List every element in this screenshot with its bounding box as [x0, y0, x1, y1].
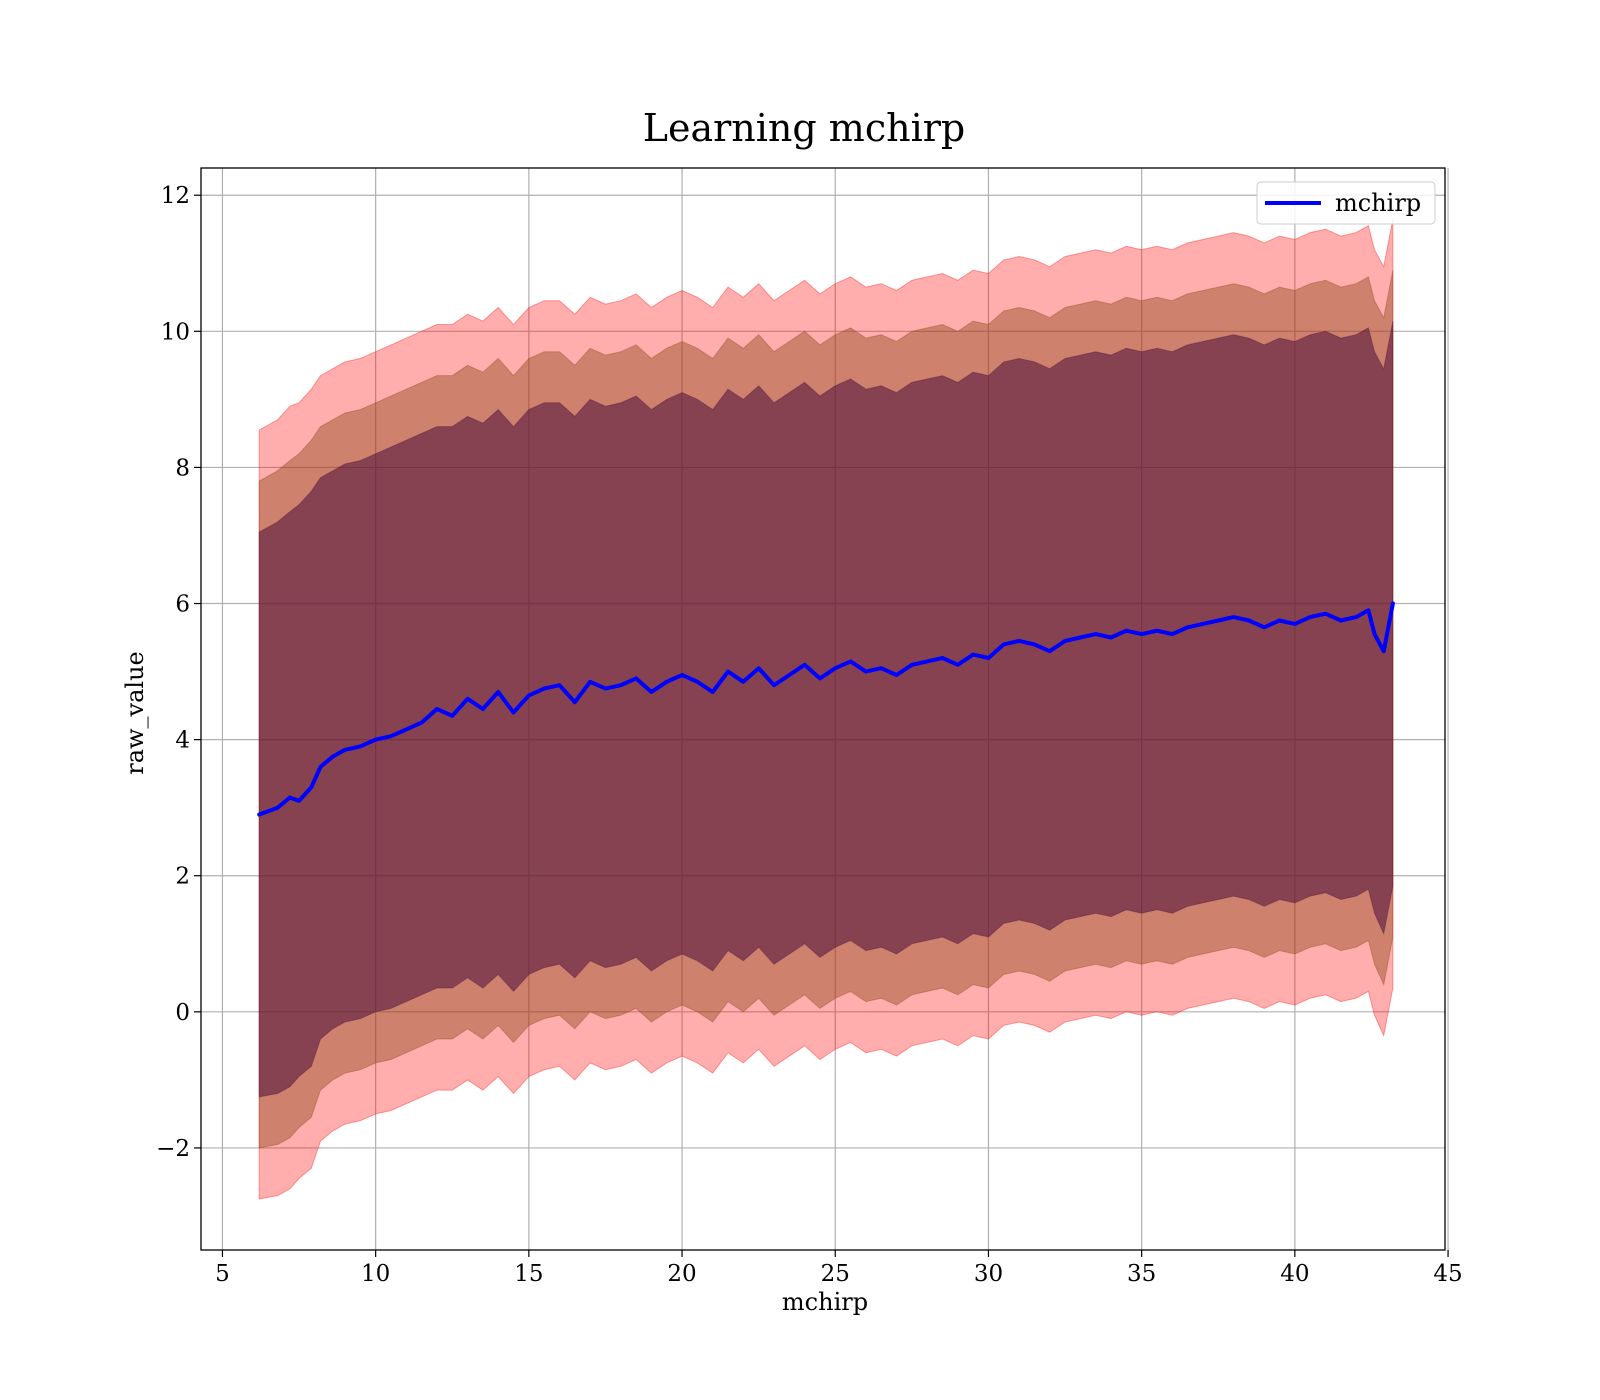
y-tick-label: 6: [175, 592, 190, 618]
x-tick-label: 5: [215, 1261, 230, 1287]
y-axis-label: raw_value: [121, 651, 149, 775]
x-tick-label: 20: [667, 1261, 696, 1287]
y-axis-ticks: −2 0 2 4 6 8 10 12: [156, 183, 201, 1162]
x-axis-label: mchirp: [782, 1288, 868, 1316]
x-axis-ticks: 5 10 15 20 25 30 35 40 45: [215, 1250, 1463, 1287]
legend: mchirp: [1256, 181, 1436, 225]
y-tick-label: −2: [156, 1136, 190, 1162]
series-lines: [257, 601, 1395, 817]
y-tick-label: 0: [175, 1000, 190, 1026]
y-tick-label: 2: [175, 864, 190, 890]
y-tick-label: 4: [175, 728, 190, 754]
x-tick-label: 30: [974, 1261, 1003, 1287]
band-inner: [258, 321, 1394, 1098]
confidence-bands: [258, 218, 1394, 1200]
series-line-mchirp: [257, 601, 1395, 817]
x-tick-label: 45: [1433, 1261, 1462, 1287]
y-tick-label: 10: [161, 319, 190, 345]
x-tick-label: 40: [1280, 1261, 1309, 1287]
chart-title: Learning mchirp: [643, 106, 965, 150]
x-tick-label: 25: [821, 1261, 850, 1287]
x-tick-label: 35: [1127, 1261, 1156, 1287]
legend-label-mchirp: mchirp: [1335, 189, 1421, 217]
y-tick-label: 12: [161, 183, 190, 209]
x-tick-label: 10: [361, 1261, 390, 1287]
plot-frame: [200, 167, 1446, 1251]
x-tick-label: 15: [514, 1261, 543, 1287]
legend-box: [1256, 181, 1436, 225]
y-tick-label: 8: [175, 455, 190, 481]
